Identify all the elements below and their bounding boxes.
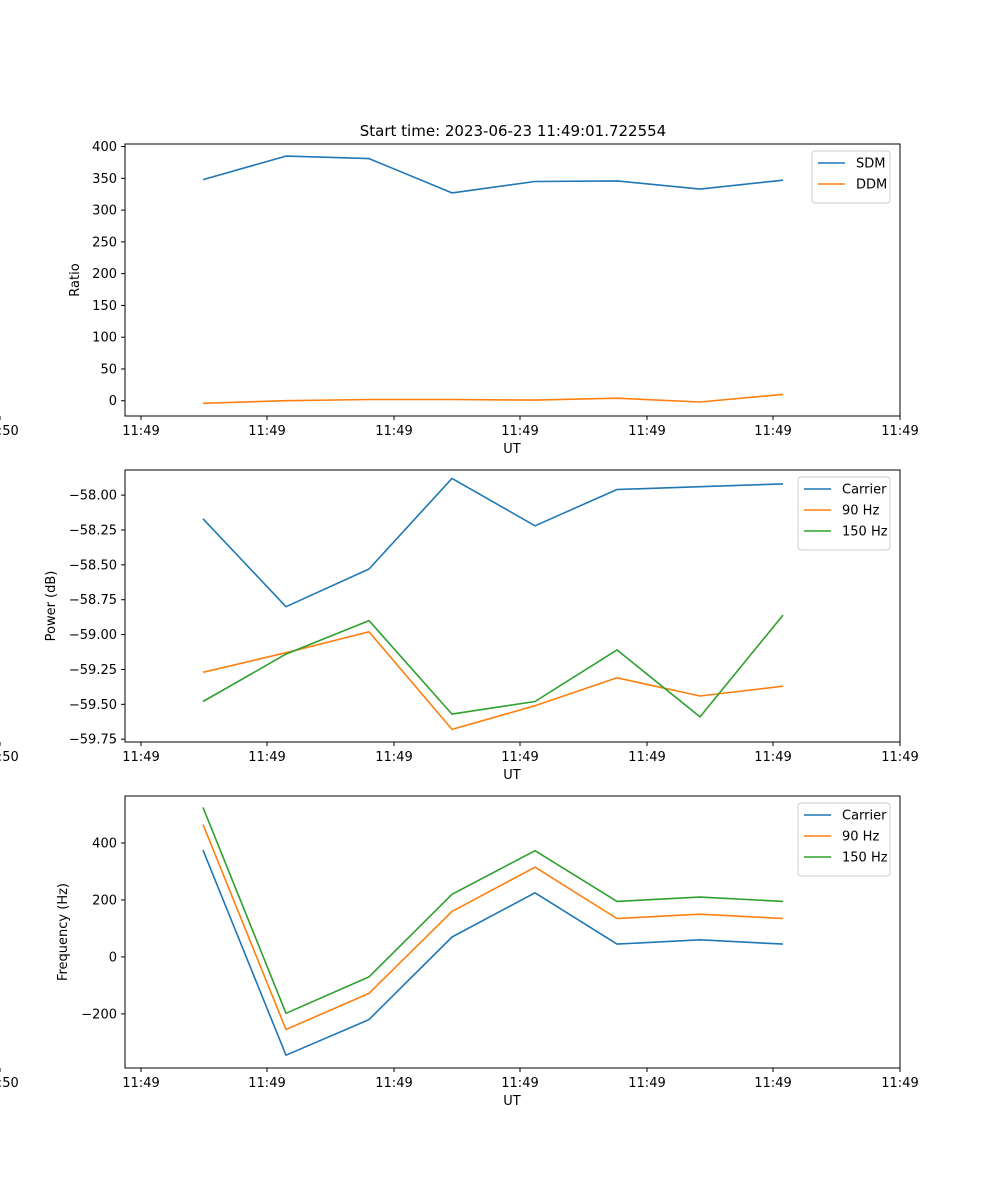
y-tick-label: −58.00 — [69, 489, 117, 504]
x-tick-label: 11:49 — [754, 750, 791, 765]
x-tick-label: 11:49 — [501, 750, 538, 765]
x-tick-label: 11:49 — [881, 1076, 918, 1091]
y-tick-label: 100 — [92, 331, 117, 346]
axes-frame — [124, 469, 901, 743]
series-line-carrier — [202, 849, 784, 1056]
series-line-150-hz — [202, 807, 784, 1015]
legend-label: DDM — [856, 178, 887, 193]
x-axis-label: UT — [503, 442, 521, 457]
axes-frame — [124, 795, 901, 1069]
x-tick-label: 11:50 — [0, 1076, 19, 1091]
legend: Carrier 90 Hz 150 Hz — [797, 802, 891, 877]
legend-label: SDM — [856, 157, 885, 172]
legend-label: 150 Hz — [842, 851, 888, 866]
y-tick-label: −59.00 — [69, 628, 117, 643]
legend-box — [811, 150, 891, 204]
figure-title: Start time: 2023-06-23 11:49:01.722554 — [360, 122, 666, 140]
series-line-90-hz — [202, 630, 784, 731]
x-tick-label: 11:49 — [248, 1076, 285, 1091]
series-line-ddm — [202, 393, 784, 405]
y-tick-label: −59.25 — [69, 663, 117, 678]
series-line-carrier — [202, 477, 784, 608]
panel-1: 11:49 11:49 11:49 11:49 11:49 11:49 11:49 11:50… — [0, 140, 919, 457]
x-tick-label: 11:49 — [501, 424, 538, 439]
series-line-90-hz — [202, 824, 784, 1031]
legend-label: Carrier — [842, 483, 887, 498]
x-axis-label: UT — [503, 768, 521, 783]
y-tick-label: −58.50 — [69, 558, 117, 573]
y-tick-label: −59.50 — [69, 698, 117, 713]
x-tick-label: 11:49 — [754, 1076, 791, 1091]
y-tick-label: −58.25 — [69, 523, 117, 538]
y-tick-label: 200 — [92, 893, 117, 908]
x-tick-label: 11:49 — [628, 1076, 665, 1091]
x-tick-label: 11:49 — [501, 1076, 538, 1091]
x-tick-label: 11:49 — [375, 1076, 412, 1091]
x-tick-label: 11:49 — [754, 424, 791, 439]
y-tick-label: 150 — [92, 299, 117, 314]
legend: SDM DDM — [811, 150, 891, 204]
legend: Carrier 90 Hz 150 Hz — [797, 476, 891, 551]
y-tick-label: 0 — [109, 394, 117, 409]
x-tick-label: 11:49 — [122, 424, 159, 439]
x-tick-label: 11:49 — [122, 750, 159, 765]
panel-2: 11:49 11:49 11:49 11:49 11:49 11:49 11:49 11:50… — [0, 469, 919, 783]
x-axis-label: UT — [503, 1094, 521, 1109]
y-tick-label: −200 — [81, 1007, 117, 1022]
x-tick-label: 11:49 — [375, 424, 412, 439]
panels: 11:49 11:49 11:49 11:49 11:49 11:49 11:49 11:50… — [0, 140, 919, 1109]
y-tick-label: −59.75 — [69, 733, 117, 748]
series-line-150-hz — [202, 614, 784, 718]
y-tick-label: 200 — [92, 267, 117, 282]
y-tick-label: 400 — [92, 140, 117, 155]
y-tick-label: 300 — [92, 204, 117, 219]
y-axis-label: Frequency (Hz) — [56, 883, 71, 981]
x-tick-label: 11:50 — [0, 424, 19, 439]
legend-label: 90 Hz — [842, 504, 879, 519]
x-tick-label: 11:49 — [248, 750, 285, 765]
axes-frame — [124, 143, 901, 417]
x-tick-label: 11:49 — [881, 750, 918, 765]
x-tick-label: 11:49 — [122, 1076, 159, 1091]
y-tick-label: 400 — [92, 836, 117, 851]
x-tick-label: 11:49 — [628, 750, 665, 765]
y-axis-label: Power (dB) — [44, 571, 59, 642]
series-line-sdm — [202, 155, 784, 194]
x-tick-label: 11:49 — [881, 424, 918, 439]
panel-3: 11:49 11:49 11:49 11:49 11:49 11:49 11:49 11:50… — [0, 795, 919, 1109]
x-tick-label: 11:49 — [628, 424, 665, 439]
y-tick-label: 0 — [109, 950, 117, 965]
y-tick-label: 250 — [92, 235, 117, 250]
x-tick-label: 11:49 — [375, 750, 412, 765]
y-axis-label: Ratio — [68, 263, 83, 296]
x-tick-label: 11:50 — [0, 750, 19, 765]
x-tick-label: 11:49 — [248, 424, 285, 439]
y-tick-label: 350 — [92, 172, 117, 187]
legend-label: 150 Hz — [842, 525, 888, 540]
legend-label: 90 Hz — [842, 830, 879, 845]
legend-label: Carrier — [842, 809, 887, 824]
y-tick-label: 50 — [100, 362, 117, 377]
y-tick-label: −58.75 — [69, 593, 117, 608]
